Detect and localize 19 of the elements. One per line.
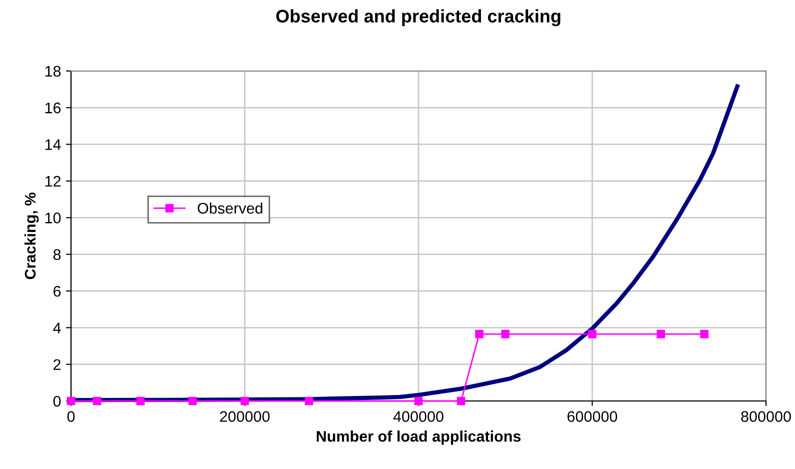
y-tick-label: 16 xyxy=(45,102,61,114)
y-tick-label: 2 xyxy=(54,359,61,370)
y-axis-title: Cracking, % xyxy=(24,192,39,280)
x-tick-label: 0 xyxy=(67,411,75,422)
x-tick-label: 200000 xyxy=(220,411,270,422)
chart-title: Observed and predicted cracking xyxy=(276,9,560,26)
legend-label: Observed xyxy=(198,202,262,214)
y-tick-label: 4 xyxy=(53,322,61,334)
y-tick-label: 8 xyxy=(53,249,61,260)
y-tick-label: 18 xyxy=(45,66,61,77)
y-tick-label: 12 xyxy=(45,176,61,187)
x-tick-label: 400000 xyxy=(393,411,444,422)
y-tick-label: 6 xyxy=(54,286,61,297)
x-axis-title: Number of load applications xyxy=(316,430,521,445)
x-tick-label: 800000 xyxy=(741,411,791,422)
x-tick-label: 600000 xyxy=(568,411,618,422)
y-tick-label: 0 xyxy=(53,396,61,407)
y-tick-label: 10 xyxy=(45,212,61,224)
y-tick-label: 14 xyxy=(45,139,61,150)
